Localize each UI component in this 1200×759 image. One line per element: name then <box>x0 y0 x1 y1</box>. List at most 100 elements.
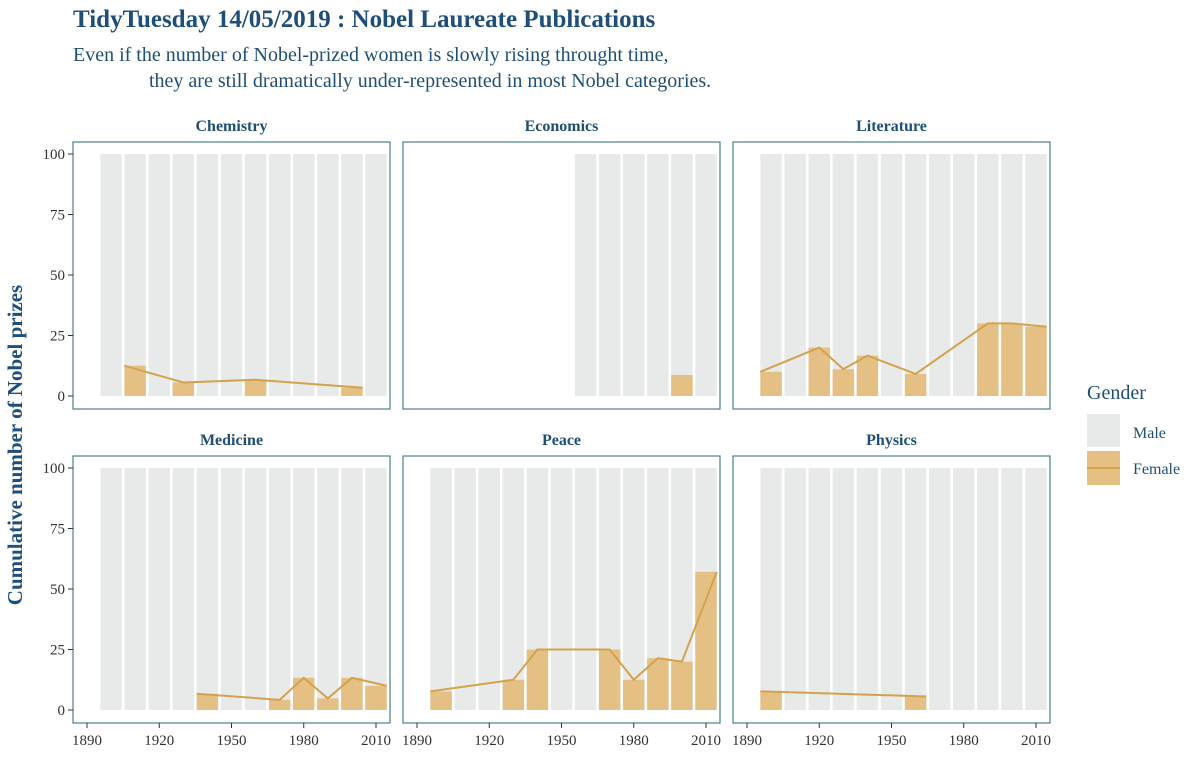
male-bar-economics-2000 <box>671 154 693 396</box>
male-bar-physics-1900 <box>760 468 782 710</box>
y-tick-label-25: 25 <box>50 643 65 659</box>
male-bar-physics-2010 <box>1025 468 1047 710</box>
male-bar-physics-1980 <box>953 468 975 710</box>
male-bar-medicine-1950 <box>220 468 243 710</box>
female-bar-literature-1940 <box>856 355 879 396</box>
female-bar-peace-2010 <box>695 571 717 710</box>
male-bar-peace-1950 <box>550 468 573 710</box>
y-tick-label-25: 25 <box>50 329 65 345</box>
male-bar-peace-1910 <box>454 468 476 710</box>
x-tick-label-2010: 2010 <box>691 733 721 749</box>
male-bar-literature-1930 <box>832 154 855 396</box>
x-tick-label-1890: 1890 <box>402 733 432 749</box>
male-bar-economics-1970 <box>598 154 621 396</box>
female-bar-chemistry-1910 <box>124 365 146 396</box>
male-bar-literature-1900 <box>760 154 782 396</box>
male-bar-medicine-1910 <box>124 468 146 710</box>
y-tick-label-0: 0 <box>58 703 66 719</box>
y-tick-label-75: 75 <box>50 522 65 538</box>
male-bar-medicine-1990 <box>317 468 339 710</box>
female-line-medicine <box>196 676 387 701</box>
male-bar-chemistry-1980 <box>293 154 315 396</box>
facet-physics: Physics 1890 1920 1950 1980 2010 <box>732 432 1051 749</box>
male-bar-medicine-1930 <box>172 468 195 710</box>
male-bar-economics-2010 <box>695 154 717 396</box>
male-bar-physics-1930 <box>832 468 855 710</box>
male-bar-physics-1940 <box>856 468 879 710</box>
legend: Gender Male Female <box>1087 382 1180 485</box>
male-bar-literature-1950 <box>880 154 903 396</box>
facet-literature: Literature <box>732 118 1051 410</box>
male-bar-economics-1960 <box>574 154 597 396</box>
facet-label-economics: Economics <box>525 118 599 135</box>
chart-subtitle-line-2: they are still dramatically under-repres… <box>149 70 712 92</box>
x-tick-label-1980: 1980 <box>619 733 649 749</box>
legend-label-male: Male <box>1133 425 1166 442</box>
female-line-peace <box>430 571 718 693</box>
female-bar-peace-1970 <box>598 649 621 710</box>
female-bar-medicine-1940 <box>196 693 219 710</box>
male-bar-medicine-1920 <box>148 468 170 710</box>
female-bar-peace-1980 <box>623 679 645 710</box>
male-bar-chemistry-1910 <box>124 154 146 396</box>
male-bar-chemistry-1920 <box>148 154 170 396</box>
male-bar-medicine-1900 <box>100 468 122 710</box>
x-tick-label-1950: 1950 <box>877 733 907 749</box>
facet-label-literature: Literature <box>856 118 927 135</box>
x-tick-label-2010: 2010 <box>361 733 391 749</box>
male-bar-chemistry-2010 <box>365 154 387 396</box>
y-tick-label-75: 75 <box>50 208 65 224</box>
facet-label-physics: Physics <box>866 432 917 449</box>
male-bar-economics-1990 <box>647 154 669 396</box>
female-bar-chemistry-1960 <box>244 379 267 396</box>
y-tick-label-100: 100 <box>43 147 66 163</box>
male-bar-literature-1970 <box>928 154 951 396</box>
x-tick-label-1920: 1920 <box>474 733 504 749</box>
male-bar-chemistry-1960 <box>244 154 267 396</box>
facet-label-medicine: Medicine <box>200 432 263 449</box>
x-tick-label-1920: 1920 <box>804 733 834 749</box>
female-bar-literature-2000 <box>1001 323 1023 396</box>
male-bar-chemistry-1990 <box>317 154 339 396</box>
male-bar-physics-1970 <box>928 468 951 710</box>
female-bar-peace-1940 <box>526 649 549 710</box>
y-tick-label-50: 50 <box>50 582 65 598</box>
x-tick-label-1950: 1950 <box>547 733 577 749</box>
legend-label-female: Female <box>1133 461 1180 478</box>
chart-subtitle-line-1: Even if the number of Nobel-prized women… <box>73 44 669 66</box>
male-bar-physics-1960 <box>904 468 927 710</box>
male-bar-peace-1990 <box>647 468 669 710</box>
female-bar-medicine-1980 <box>293 677 315 710</box>
male-bar-peace-1900 <box>430 468 452 710</box>
facet-medicine: Medicine 0 25 50 75 100 1890 1920 1950 1980 2010 <box>43 432 392 749</box>
female-bar-peace-1900 <box>430 691 452 710</box>
female-bar-literature-1920 <box>808 347 830 396</box>
male-bar-physics-1920 <box>808 468 830 710</box>
male-bar-chemistry-1940 <box>196 154 219 396</box>
male-bar-physics-1990 <box>977 468 999 710</box>
male-bar-chemistry-2000 <box>341 154 363 396</box>
legend-title: Gender <box>1087 382 1146 404</box>
female-bar-chemistry-1930 <box>172 382 195 396</box>
female-bar-medicine-1970 <box>268 699 291 710</box>
female-bar-literature-1930 <box>832 369 855 396</box>
male-bar-economics-1980 <box>623 154 645 396</box>
male-bar-literature-1910 <box>784 154 806 396</box>
female-bar-medicine-2010 <box>365 685 387 710</box>
x-tick-label-1890: 1890 <box>732 733 762 749</box>
female-line-physics <box>760 690 927 698</box>
male-bar-medicine-2010 <box>365 468 387 710</box>
male-bar-chemistry-1950 <box>220 154 243 396</box>
male-bar-literature-1940 <box>856 154 879 396</box>
male-bar-chemistry-1970 <box>268 154 291 396</box>
male-bar-literature-1980 <box>953 154 975 396</box>
female-bar-medicine-1990 <box>317 698 339 710</box>
panel-border-literature <box>732 141 1051 410</box>
male-bar-physics-2000 <box>1001 468 1023 710</box>
x-tick-label-1980: 1980 <box>289 733 319 749</box>
facet-chemistry: Chemistry 0 25 50 75 100 <box>43 118 391 410</box>
female-bar-literature-1960 <box>904 373 927 396</box>
facet-label-chemistry: Chemistry <box>196 118 268 135</box>
female-bar-physics-1960 <box>904 696 927 710</box>
